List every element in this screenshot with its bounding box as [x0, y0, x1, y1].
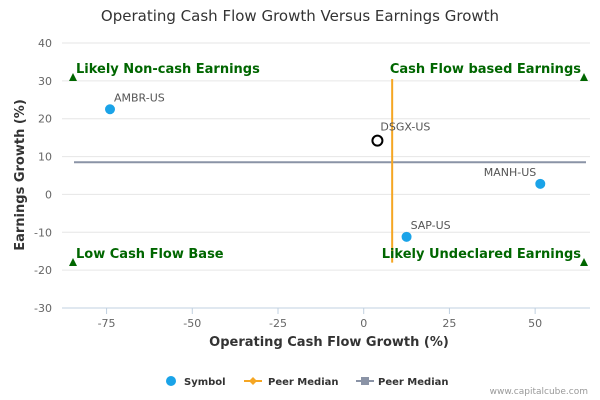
- x-tick-label: -25: [269, 317, 287, 330]
- chart-title: Operating Cash Flow Growth Versus Earnin…: [101, 7, 499, 25]
- x-axis-title: Operating Cash Flow Growth (%): [209, 335, 449, 350]
- y-tick-label: 40: [38, 37, 52, 50]
- data-points: AMBR-US DSGX-US MANH-US SAP-US: [105, 91, 546, 242]
- median-lines: [74, 78, 586, 263]
- y-tick-label: 0: [45, 188, 52, 201]
- quadrant-marker-top-left-icon: [69, 73, 77, 81]
- data-point-label: MANH-US: [484, 166, 537, 179]
- x-tick-label: -50: [183, 317, 201, 330]
- legend-diamond-icon: [249, 377, 257, 385]
- legend: Symbol Peer Median Peer Median: [166, 376, 449, 388]
- quadrant-marker-bottom-left-icon: [69, 258, 77, 266]
- grid: [62, 42, 590, 314]
- y-tick-label: 10: [38, 151, 52, 164]
- legend-label-symbol: Symbol: [184, 377, 226, 388]
- legend-label-peer-median-y: Peer Median: [378, 377, 449, 388]
- data-point-label: SAP-US: [411, 219, 451, 232]
- data-point-label: DSGX-US: [380, 121, 430, 134]
- credit-text: www.capitalcube.com: [490, 387, 588, 397]
- y-tick-label: -30: [34, 302, 52, 315]
- quadrant-label-bottom-right: Likely Undeclared Earnings: [382, 247, 582, 262]
- quadrant-marker-top-right-icon: [580, 73, 588, 81]
- y-tick-label: -10: [34, 226, 52, 239]
- tick-labels: 40 30 20 10 0 -10 -20 -30 -75 -50 -25 0 25 50: [34, 37, 542, 330]
- y-tick-label: 20: [38, 113, 52, 126]
- quadrant-label-bottom-left: Low Cash Flow Base: [76, 247, 224, 262]
- legend-symbol-icon: [166, 376, 176, 386]
- x-tick-label: -75: [98, 317, 116, 330]
- x-tick-label: 50: [528, 317, 542, 330]
- x-tick-label: 0: [360, 317, 367, 330]
- data-point: [401, 231, 412, 242]
- y-tick-label: -20: [34, 264, 52, 277]
- legend-label-peer-median-x: Peer Median: [268, 377, 339, 388]
- y-axis-title: Earnings Growth (%): [13, 99, 28, 251]
- data-point-label: AMBR-US: [114, 91, 165, 104]
- data-point: [535, 178, 546, 189]
- legend-square-icon: [361, 377, 369, 385]
- data-point: [371, 134, 384, 147]
- x-tick-label: 25: [442, 317, 456, 330]
- quadrant-label-top-left: Likely Non-cash Earnings: [76, 62, 260, 77]
- data-point: [105, 104, 115, 115]
- y-tick-label: 30: [38, 75, 52, 88]
- quadrant-marker-bottom-right-icon: [580, 258, 588, 266]
- quadrant-label-top-right: Cash Flow based Earnings: [390, 62, 581, 77]
- quadrant-labels: Likely Non-cash Earnings Cash Flow based …: [69, 62, 588, 266]
